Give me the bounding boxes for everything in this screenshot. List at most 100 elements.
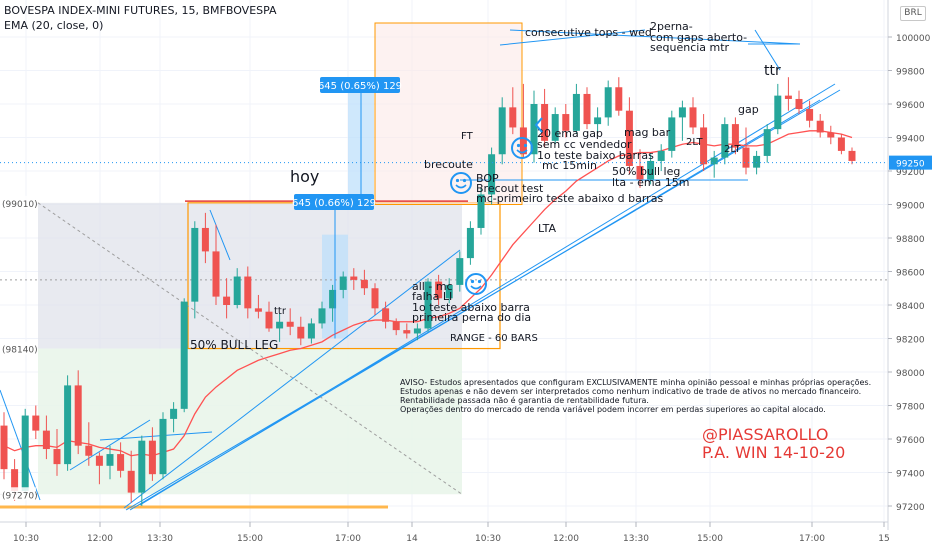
candle-body: [307, 323, 315, 339]
annotation-ttr-top: ttr: [764, 63, 781, 79]
candle-body: [424, 281, 432, 329]
annotation-gaps-aberto: com gaps aberto-: [650, 31, 747, 44]
candle-body: [286, 321, 294, 327]
smiley-icon: [450, 172, 472, 194]
price-tag: (99010): [2, 200, 38, 210]
candle: [286, 308, 294, 336]
candle-body: [233, 276, 241, 305]
current-price-bg: [889, 155, 932, 170]
candle-body: [657, 150, 665, 161]
candle-body: [371, 288, 379, 309]
candle: [254, 294, 262, 319]
annotation-gap: gap: [738, 103, 759, 116]
current-price-label: 99250: [896, 160, 925, 170]
candle: [85, 422, 93, 466]
candle-body: [551, 114, 559, 141]
candle-body: [350, 276, 358, 280]
price-tag-bg: [0, 195, 36, 209]
candle: [816, 114, 824, 138]
smiley-icon: [465, 273, 487, 295]
annotation-lta-ema: lta - ema 15m: [612, 176, 690, 189]
annotation-date-line: P.A. WIN 14-10-20: [702, 443, 845, 462]
y-tick-label: 99800: [896, 68, 925, 78]
trend-line: [69, 419, 151, 471]
annotation-hoy: hoy: [290, 167, 319, 186]
candle-body: [731, 124, 739, 148]
tops-line: [509, 29, 801, 45]
candle-body: [74, 385, 82, 446]
candle: [477, 187, 485, 235]
candle-body: [42, 430, 50, 450]
candle-body: [477, 194, 485, 228]
candle-body: [541, 104, 549, 141]
candle: [148, 427, 156, 481]
candle-body: [721, 124, 729, 158]
candle: [848, 147, 856, 165]
candle: [138, 435, 146, 506]
annotation-mc-15: mc 15min: [542, 159, 597, 172]
annotation-2lt-2: 2LT: [724, 144, 742, 155]
candle: [466, 221, 474, 265]
candle-body: [615, 87, 623, 111]
top-trend-line: [754, 29, 781, 71]
annotation-2lt-1: 2LT: [686, 137, 704, 148]
y-tick-label: 97800: [896, 403, 925, 413]
x-tick-label: 13:30: [623, 534, 649, 544]
candle-body: [806, 109, 814, 121]
candle: [435, 274, 443, 305]
candle: [657, 144, 665, 171]
diagonal-guide: [37, 202, 463, 495]
currency-badge[interactable]: BRL: [900, 6, 926, 21]
candle-body: [170, 408, 178, 419]
candle-body: [392, 321, 400, 331]
candle-body: [435, 281, 443, 299]
measure-label-1: 645 (0.65%) 129: [318, 81, 402, 92]
candle-body: [64, 385, 72, 465]
candle: [424, 278, 432, 332]
candle: [297, 316, 305, 346]
annotation-brecoute: brecoute: [424, 158, 473, 171]
left-trend-line: [0, 389, 41, 501]
candle: [668, 110, 676, 158]
candle: [774, 83, 782, 135]
candle: [32, 405, 40, 439]
candle: [700, 114, 708, 171]
y-tick-label: 98600: [896, 269, 925, 279]
annotation-handle: @PIASSAROLLO: [702, 425, 828, 444]
range-zone: [38, 202, 462, 349]
candle: [117, 442, 125, 478]
candle-body: [329, 289, 337, 309]
trend-line: [99, 431, 213, 441]
candle: [721, 117, 729, 165]
indicator-legend: EMA (20, close, 0): [4, 19, 104, 32]
candle-body: [212, 251, 220, 297]
candle: [233, 268, 241, 309]
x-tick-label: 12:00: [87, 534, 113, 544]
candle-body: [339, 276, 347, 290]
candle-body: [594, 117, 602, 125]
candle-body: [117, 454, 125, 471]
candle: [339, 271, 347, 299]
annotation-range: RANGE - 60 BARS: [450, 333, 538, 344]
candle: [106, 445, 114, 480]
candle: [244, 266, 252, 319]
trend-line: [139, 83, 836, 506]
candle-body: [53, 449, 61, 465]
candle-body: [445, 284, 453, 299]
candle-body: [254, 308, 262, 312]
x-tick-label: 10:30: [13, 534, 39, 544]
trend-line: [209, 209, 231, 261]
y-tick-label: 97400: [896, 470, 925, 480]
candle: [265, 301, 273, 332]
annotation-bop: BOP: [476, 172, 499, 185]
x-tick-label: 15: [878, 534, 889, 544]
candle-body: [530, 104, 538, 155]
candle-body: [403, 330, 411, 334]
annotation-ft: FT: [461, 131, 474, 142]
candle-body: [625, 110, 633, 166]
candle: [562, 104, 570, 138]
candle: [488, 147, 496, 205]
candle: [350, 268, 358, 290]
x-tick-label: 17:00: [799, 534, 825, 544]
